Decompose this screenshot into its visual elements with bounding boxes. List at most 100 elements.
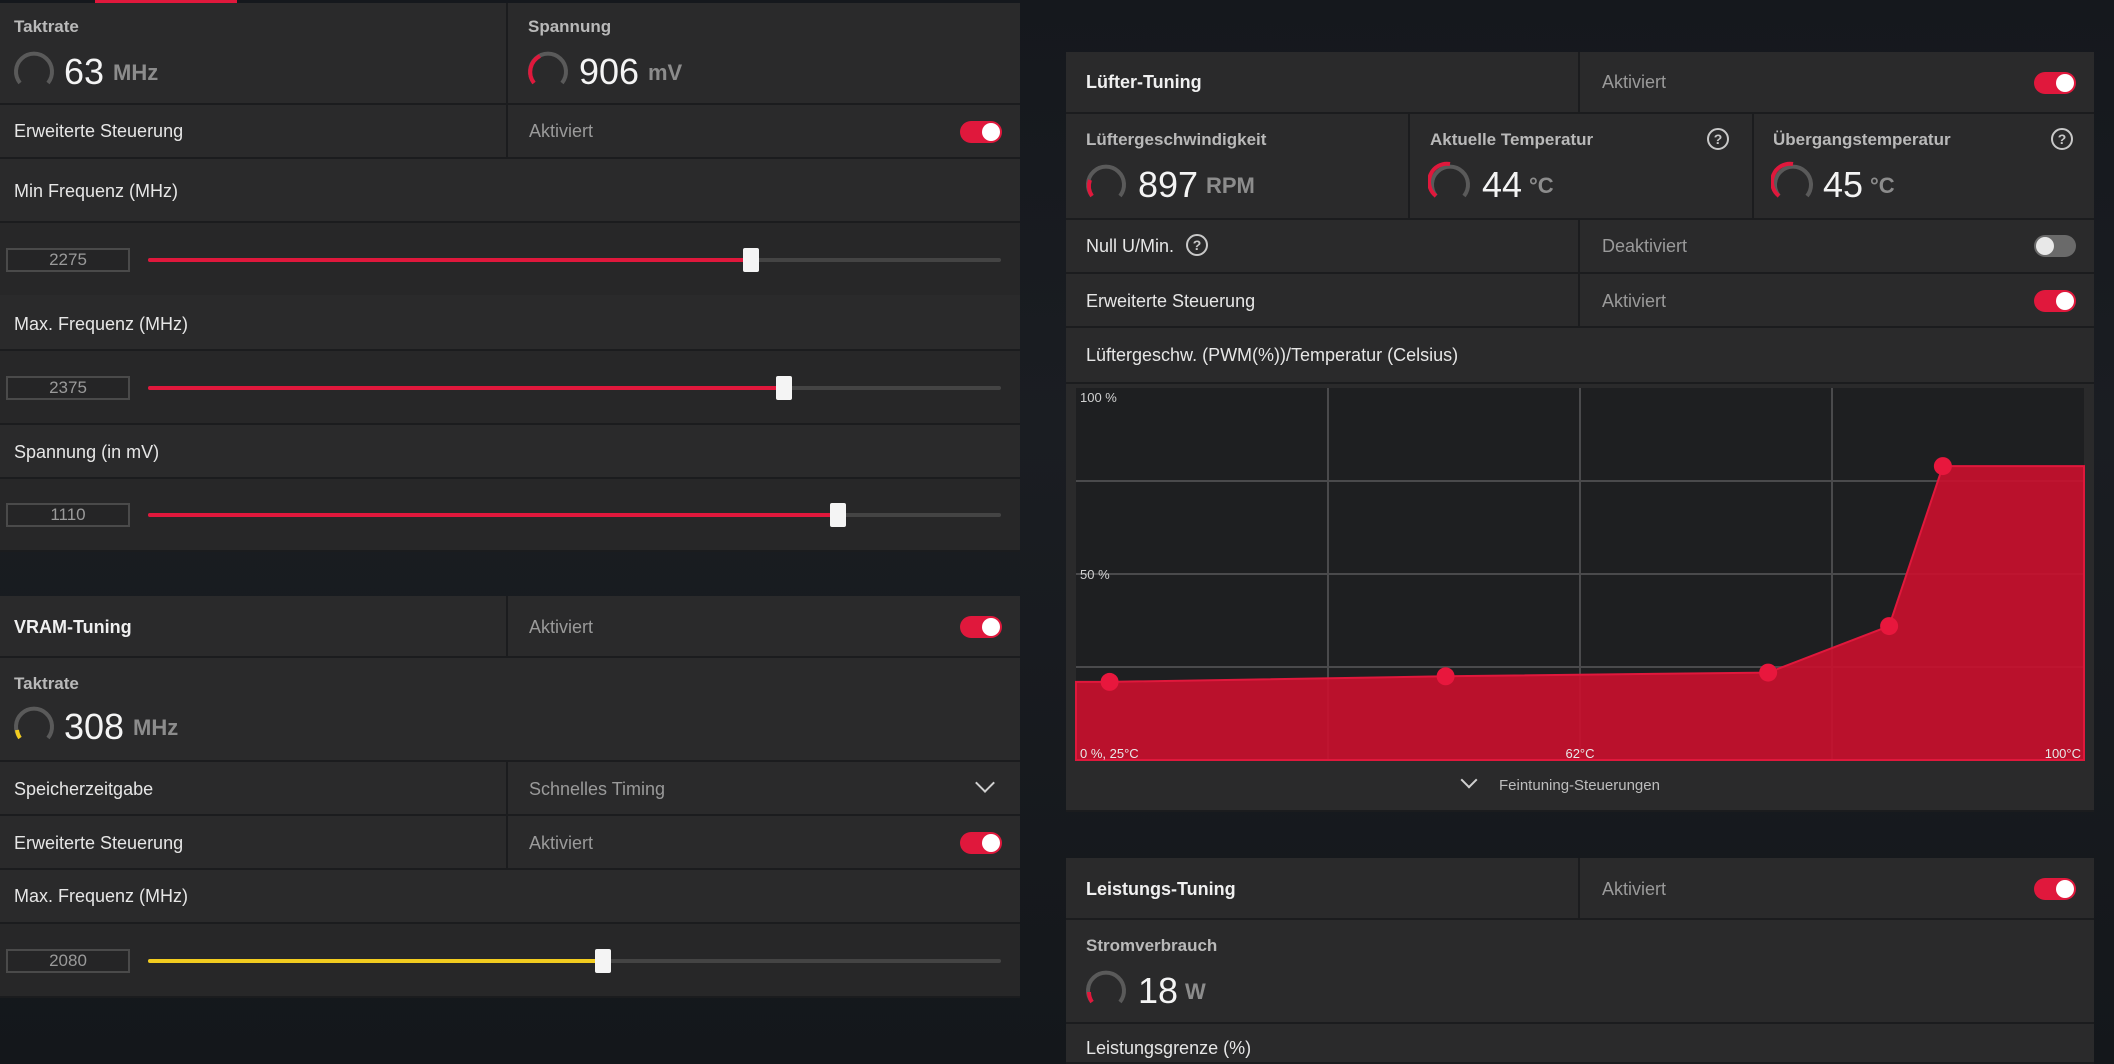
vram-max-freq-label-row: Max. Frequenz (MHz)	[0, 870, 1020, 924]
fan-curve-svg[interactable]: 100 % 50 % 0 %, 25°C 62°C 100°C	[1066, 384, 2094, 762]
fan-curve-point-1[interactable]	[1100, 672, 1119, 691]
min-freq-slider[interactable]	[148, 258, 1001, 262]
fan-advanced-status: Aktiviert	[1602, 291, 1667, 311]
memory-timing-select[interactable]: Schnelles Timing	[529, 779, 666, 799]
min-freq-label-row: Min Frequenz (MHz)	[0, 159, 1020, 223]
voltage-slider[interactable]	[148, 513, 1001, 517]
power-status: Aktiviert	[1602, 879, 1667, 899]
min-freq-thumb[interactable]	[743, 248, 759, 272]
fan-curve-points	[1100, 457, 1952, 691]
vram-advanced-toggle[interactable]	[960, 832, 1002, 854]
power-gauge-icon	[1086, 970, 1126, 1004]
vram-status: Aktiviert	[529, 617, 594, 637]
fan-curve-area	[1075, 465, 2085, 761]
zero-rpm-row: Null U/Min. ? Deaktiviert	[1066, 220, 2094, 274]
current-temp-cell	[1410, 114, 1754, 218]
x-tick-label-mid: 62°C	[1565, 746, 1594, 761]
gpu-advanced-toggle[interactable]	[960, 121, 1002, 143]
voltage-gauge-icon	[528, 51, 568, 85]
junction-temp-help-icon[interactable]: ?	[2051, 128, 2073, 150]
fan-tuning-panel: Lüfter-Tuning Aktiviert Lüftergeschwindi…	[1066, 52, 2094, 812]
fan-advanced-row: Erweiterte Steuerung Aktiviert	[1066, 274, 2094, 328]
fan-toggle[interactable]	[2034, 72, 2076, 94]
power-consumption-value: 18	[1138, 970, 1179, 1011]
fine-tuning-row[interactable]: Feintuning-Steuerungen	[1066, 762, 2094, 812]
fan-curve-title-row: Lüftergeschw. (PWM(%))/Temperatur (Celsi…	[1066, 328, 2094, 384]
power-header-label-cell	[1066, 858, 1580, 918]
clock-gauge-icon	[14, 51, 54, 85]
zero-rpm-toggle[interactable]	[2034, 235, 2076, 257]
power-limit-label: Leistungsgrenze (%)	[1086, 1038, 1252, 1058]
vram-clock-value: 308	[64, 706, 125, 747]
x-tick-label-start: 0 %, 25°C	[1080, 746, 1139, 761]
min-freq-input[interactable]: 2275	[6, 248, 130, 272]
current-temp-help-icon[interactable]: ?	[1707, 128, 1729, 150]
clock-stat-cell	[0, 3, 508, 103]
min-freq-fill	[148, 258, 751, 262]
fan-speed-unit: RPM	[1206, 173, 1255, 198]
power-limit-row: Leistungsgrenze (%)	[1066, 1024, 2094, 1064]
voltage-value: 906	[579, 51, 640, 92]
chevron-down-icon[interactable]	[1460, 771, 1478, 789]
clock-value: 63	[64, 51, 105, 92]
fan-curve-chart[interactable]: 100 % 50 % 0 %, 25°C 62°C 100°C	[1066, 384, 2094, 762]
fan-advanced-toggle[interactable]	[2034, 290, 2076, 312]
vram-clock-unit: MHz	[133, 715, 179, 740]
zero-rpm-status: Deaktiviert	[1602, 236, 1688, 256]
chevron-down-icon[interactable]	[975, 773, 995, 793]
vram-clock-row: Taktrate 308 MHz	[0, 658, 1020, 762]
memory-timing-row: Speicherzeitgabe Schnelles Timing	[0, 762, 1020, 816]
max-freq-label: Max. Frequenz (MHz)	[14, 314, 189, 334]
fan-curve-point-3[interactable]	[1759, 663, 1778, 682]
fan-header-row: Lüfter-Tuning Aktiviert	[1066, 52, 2094, 114]
voltage-label-row: Spannung (in mV)	[0, 425, 1020, 479]
fan-speed-value: 897	[1138, 164, 1199, 205]
min-freq-label: Min Frequenz (MHz)	[14, 181, 179, 201]
max-freq-slider-row: 2375	[0, 351, 1020, 425]
gpu-advanced-row: Erweiterte Steuerung Aktiviert	[0, 105, 1020, 159]
voltage-title: Spannung	[528, 17, 612, 36]
vram-max-freq-thumb[interactable]	[595, 949, 611, 973]
gpu-advanced-label-cell	[0, 105, 508, 157]
gpu-advanced-status: Aktiviert	[529, 121, 594, 141]
zero-rpm-label: Null U/Min.	[1086, 236, 1175, 256]
voltage-thumb[interactable]	[830, 503, 846, 527]
vram-toggle[interactable]	[960, 616, 1002, 638]
fan-curve-point-5[interactable]	[1933, 457, 1952, 476]
clock-title: Taktrate	[14, 17, 79, 36]
fine-tuning-label[interactable]: Feintuning-Steuerungen	[1499, 777, 1660, 794]
tab-indicator	[95, 0, 237, 3]
max-freq-thumb[interactable]	[776, 376, 792, 400]
fan-curve-title: Lüftergeschw. (PWM(%))/Temperatur (Celsi…	[1086, 345, 1459, 365]
vram-max-freq-fill	[148, 959, 604, 963]
power-consumption-row: Stromverbrauch 18 W	[1066, 920, 2094, 1024]
vram-max-freq-slider[interactable]	[148, 959, 1001, 963]
voltage-slider-label: Spannung (in mV)	[14, 442, 160, 462]
fan-curve-point-4[interactable]	[1880, 617, 1899, 636]
max-freq-fill	[148, 386, 784, 390]
voltage-slider-row: 1110	[0, 479, 1020, 552]
power-header-row: Leistungs-Tuning Aktiviert	[1066, 858, 2094, 920]
fan-speed-title: Lüftergeschwindigkeit	[1086, 130, 1267, 149]
vram-advanced-label-cell	[0, 816, 508, 868]
x-tick-label-end: 100°C	[2045, 746, 2081, 761]
current-temp-value: 44	[1482, 164, 1523, 205]
zero-rpm-help-icon[interactable]: ?	[1186, 234, 1208, 256]
vram-max-freq-input[interactable]: 2080	[6, 949, 130, 973]
junction-temp-unit: °C	[1870, 173, 1895, 198]
power-toggle[interactable]	[2034, 878, 2076, 900]
vram-max-freq-slider-row: 2080	[0, 924, 1020, 998]
fan-advanced-label: Erweiterte Steuerung	[1086, 291, 1256, 311]
max-freq-slider[interactable]	[148, 386, 1001, 390]
clock-unit: MHz	[113, 60, 159, 85]
junction-temp-title: Übergangstemperatur	[1773, 130, 1951, 149]
fan-curve-point-2[interactable]	[1436, 667, 1455, 686]
fan-stats-row: Lüftergeschwindigkeit 897 RPM Aktuelle T…	[1066, 114, 2094, 220]
max-freq-input[interactable]: 2375	[6, 376, 130, 400]
gpu-stats-row: Taktrate 63 MHz Spannung 906 mV	[0, 3, 1020, 105]
fan-header-label-cell	[1066, 52, 1580, 112]
vram-advanced-label: Erweiterte Steuerung	[14, 833, 184, 853]
power-title: Leistungs-Tuning	[1086, 879, 1236, 899]
voltage-input[interactable]: 1110	[6, 503, 130, 527]
fan-title: Lüfter-Tuning	[1086, 72, 1202, 92]
